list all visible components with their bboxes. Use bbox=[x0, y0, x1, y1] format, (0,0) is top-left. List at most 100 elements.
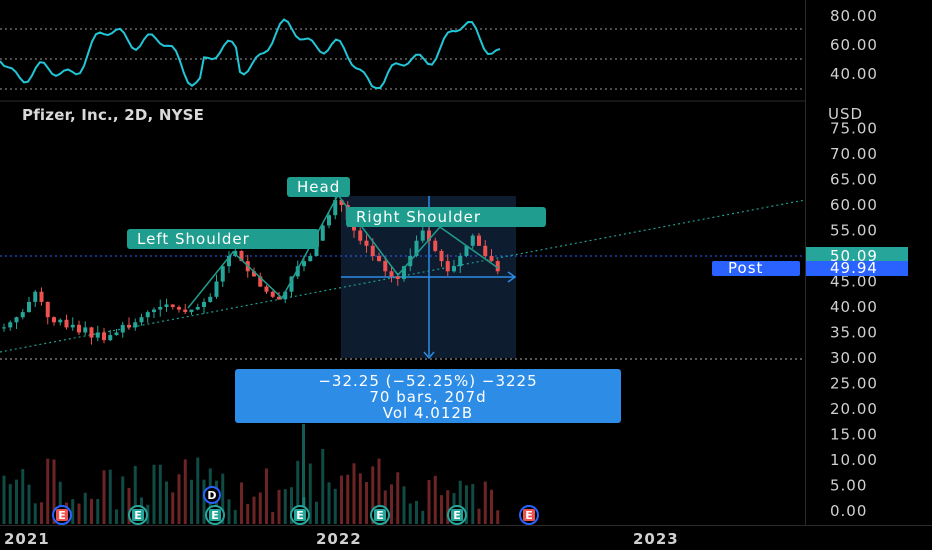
price-tick: 70.00 bbox=[830, 145, 878, 163]
right-shoulder-label: Right Shoulder bbox=[356, 208, 481, 226]
volume-bar bbox=[221, 473, 225, 524]
candle-body bbox=[333, 199, 338, 216]
volume-bar bbox=[265, 468, 268, 524]
volume-bar bbox=[77, 503, 81, 524]
candle-body bbox=[452, 266, 456, 272]
price-tick: 10.00 bbox=[830, 451, 878, 469]
volume-bar bbox=[246, 503, 250, 524]
volume-bar bbox=[40, 502, 43, 524]
volume-bar bbox=[240, 482, 243, 524]
head-label: Head bbox=[297, 178, 340, 196]
head-label-bg[interactable] bbox=[287, 177, 350, 197]
volume-bar bbox=[396, 472, 400, 524]
candle-body bbox=[58, 319, 63, 323]
volume-bar bbox=[277, 489, 281, 524]
earnings-icon bbox=[451, 509, 463, 521]
candle-body bbox=[439, 250, 444, 262]
candle-body bbox=[127, 324, 131, 328]
volume-bar bbox=[283, 489, 287, 524]
candle-body bbox=[239, 250, 244, 262]
candle-body bbox=[320, 225, 325, 241]
volume-bar bbox=[327, 482, 331, 524]
volume-bar bbox=[158, 464, 162, 524]
earnings-letter: E bbox=[376, 509, 384, 522]
volume-bar bbox=[458, 480, 462, 524]
volume-bar bbox=[371, 466, 375, 524]
time-label-2021: 2021 bbox=[4, 530, 50, 548]
volume-bar bbox=[165, 481, 168, 524]
candle-body bbox=[489, 256, 494, 262]
candle-body bbox=[189, 309, 194, 313]
candle-body bbox=[389, 271, 394, 277]
volume-bar bbox=[102, 470, 106, 524]
candle-body bbox=[264, 286, 269, 292]
candle-body bbox=[139, 317, 144, 323]
event-markers[interactable]: E E E E E E ED bbox=[52, 486, 539, 525]
candle-body bbox=[177, 307, 181, 310]
candle-body bbox=[114, 332, 119, 336]
volume-bar bbox=[440, 495, 443, 524]
candle-body bbox=[170, 304, 175, 307]
candle-body bbox=[45, 301, 50, 318]
candle-body bbox=[464, 245, 469, 256]
volume-bar bbox=[358, 473, 362, 524]
candle-body bbox=[302, 261, 306, 267]
volume-bar bbox=[333, 488, 337, 524]
right-shoulder-label-bg[interactable] bbox=[346, 207, 546, 227]
volume-bar bbox=[8, 484, 12, 524]
volume-bar bbox=[127, 487, 131, 524]
candle-body bbox=[39, 291, 44, 302]
volume-bar bbox=[365, 482, 368, 524]
earnings-letter: E bbox=[453, 509, 461, 522]
candle-body bbox=[158, 307, 163, 310]
volume-bar bbox=[96, 499, 100, 524]
volume-bar bbox=[483, 481, 487, 524]
candle-body bbox=[433, 240, 438, 251]
candle-body bbox=[327, 215, 331, 226]
volume-bar bbox=[83, 492, 87, 524]
volume-bar bbox=[446, 490, 450, 524]
rsi-tick-80: 80.00 bbox=[830, 7, 878, 25]
candle-body bbox=[195, 307, 200, 310]
candle-body bbox=[414, 240, 419, 256]
candle-body bbox=[383, 261, 388, 272]
volume-bar bbox=[190, 479, 193, 524]
candle-body bbox=[270, 291, 275, 297]
volume-bar bbox=[2, 475, 6, 524]
volume-bar bbox=[352, 463, 356, 524]
volume-bar bbox=[340, 475, 343, 524]
candle-body bbox=[220, 266, 225, 282]
earnings-letter: E bbox=[211, 509, 219, 522]
candle-body bbox=[227, 256, 231, 267]
price-tick: 30.00 bbox=[830, 349, 878, 367]
price-tick: 40.00 bbox=[830, 298, 878, 316]
candle-body bbox=[133, 322, 138, 328]
candle-body bbox=[164, 304, 169, 307]
candle-body bbox=[33, 291, 38, 302]
volume-bar bbox=[152, 464, 156, 524]
volume-bar bbox=[233, 509, 237, 524]
candle-body bbox=[64, 319, 69, 328]
candle-body bbox=[8, 322, 13, 328]
price-axis: 75.0070.0065.0060.0055.0050.0045.0040.00… bbox=[830, 120, 878, 521]
volume-bar bbox=[27, 484, 31, 524]
dividend-marker[interactable] bbox=[203, 486, 221, 504]
candle-body bbox=[339, 199, 344, 205]
candle-body bbox=[258, 276, 263, 287]
candle-body bbox=[89, 327, 94, 338]
volume-bar bbox=[108, 469, 112, 524]
left-shoulder-label-bg[interactable] bbox=[127, 229, 319, 249]
candle-body bbox=[370, 245, 375, 256]
volume-bar bbox=[258, 492, 262, 524]
candle-body bbox=[183, 309, 188, 313]
volume-bar bbox=[183, 459, 187, 524]
price-tick: 45.00 bbox=[830, 273, 878, 291]
candle-body bbox=[395, 276, 400, 279]
candle-body bbox=[208, 296, 213, 302]
candle-body bbox=[420, 230, 425, 241]
volume-bars bbox=[2, 424, 500, 524]
candle-body bbox=[308, 256, 313, 262]
candle-body bbox=[77, 324, 81, 333]
candle-body bbox=[14, 317, 19, 323]
